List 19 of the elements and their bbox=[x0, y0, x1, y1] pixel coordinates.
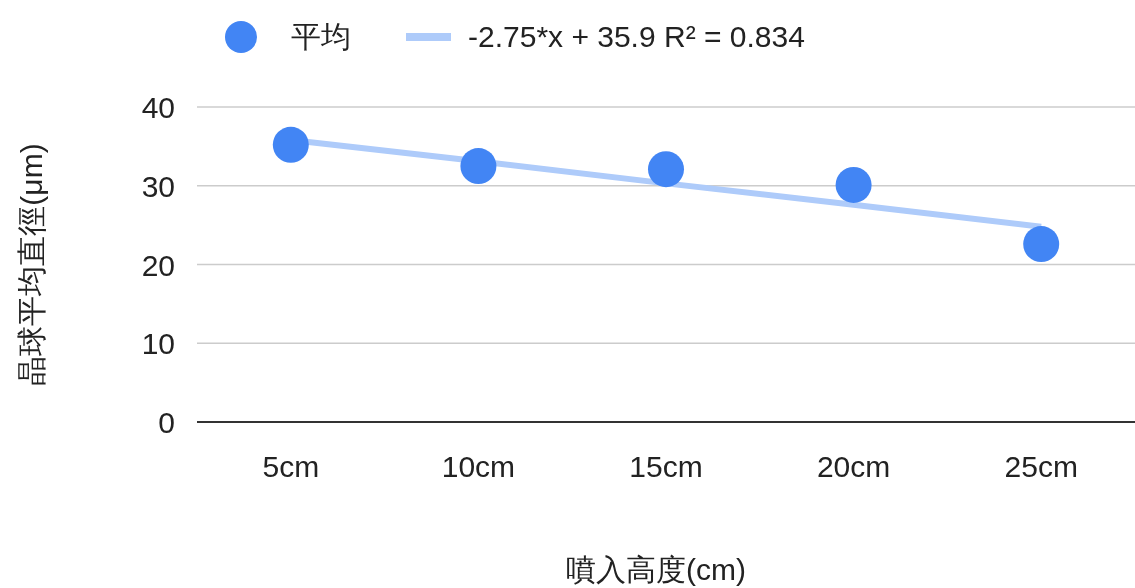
x-tick-label: 20cm bbox=[816, 450, 891, 483]
point bbox=[460, 148, 497, 185]
x-tick-label: 10cm bbox=[441, 450, 516, 483]
y-tick-label: 20 bbox=[141, 248, 175, 282]
y-tick-label: 10 bbox=[141, 327, 175, 361]
legend-label: 平均 bbox=[291, 20, 351, 53]
y-tick-label: 0 bbox=[158, 406, 175, 439]
point bbox=[272, 126, 309, 163]
x-tick-label: 25cm bbox=[1004, 450, 1078, 483]
y-tick-label: 40 bbox=[141, 91, 175, 124]
legend-label: -2.75*x + 35.9 R² = 0.834 bbox=[468, 20, 805, 53]
point bbox=[835, 166, 872, 203]
x-tick-label: 5cm bbox=[262, 450, 320, 483]
y-tick-label: 30 bbox=[141, 169, 175, 203]
point bbox=[1023, 226, 1060, 263]
x-axis-title: 噴入高度(cm) bbox=[566, 553, 746, 586]
y-axis-title: 晶球平均直徑(μm) bbox=[15, 143, 48, 386]
point bbox=[648, 151, 684, 188]
x-tick-label: 15cm bbox=[629, 450, 703, 483]
